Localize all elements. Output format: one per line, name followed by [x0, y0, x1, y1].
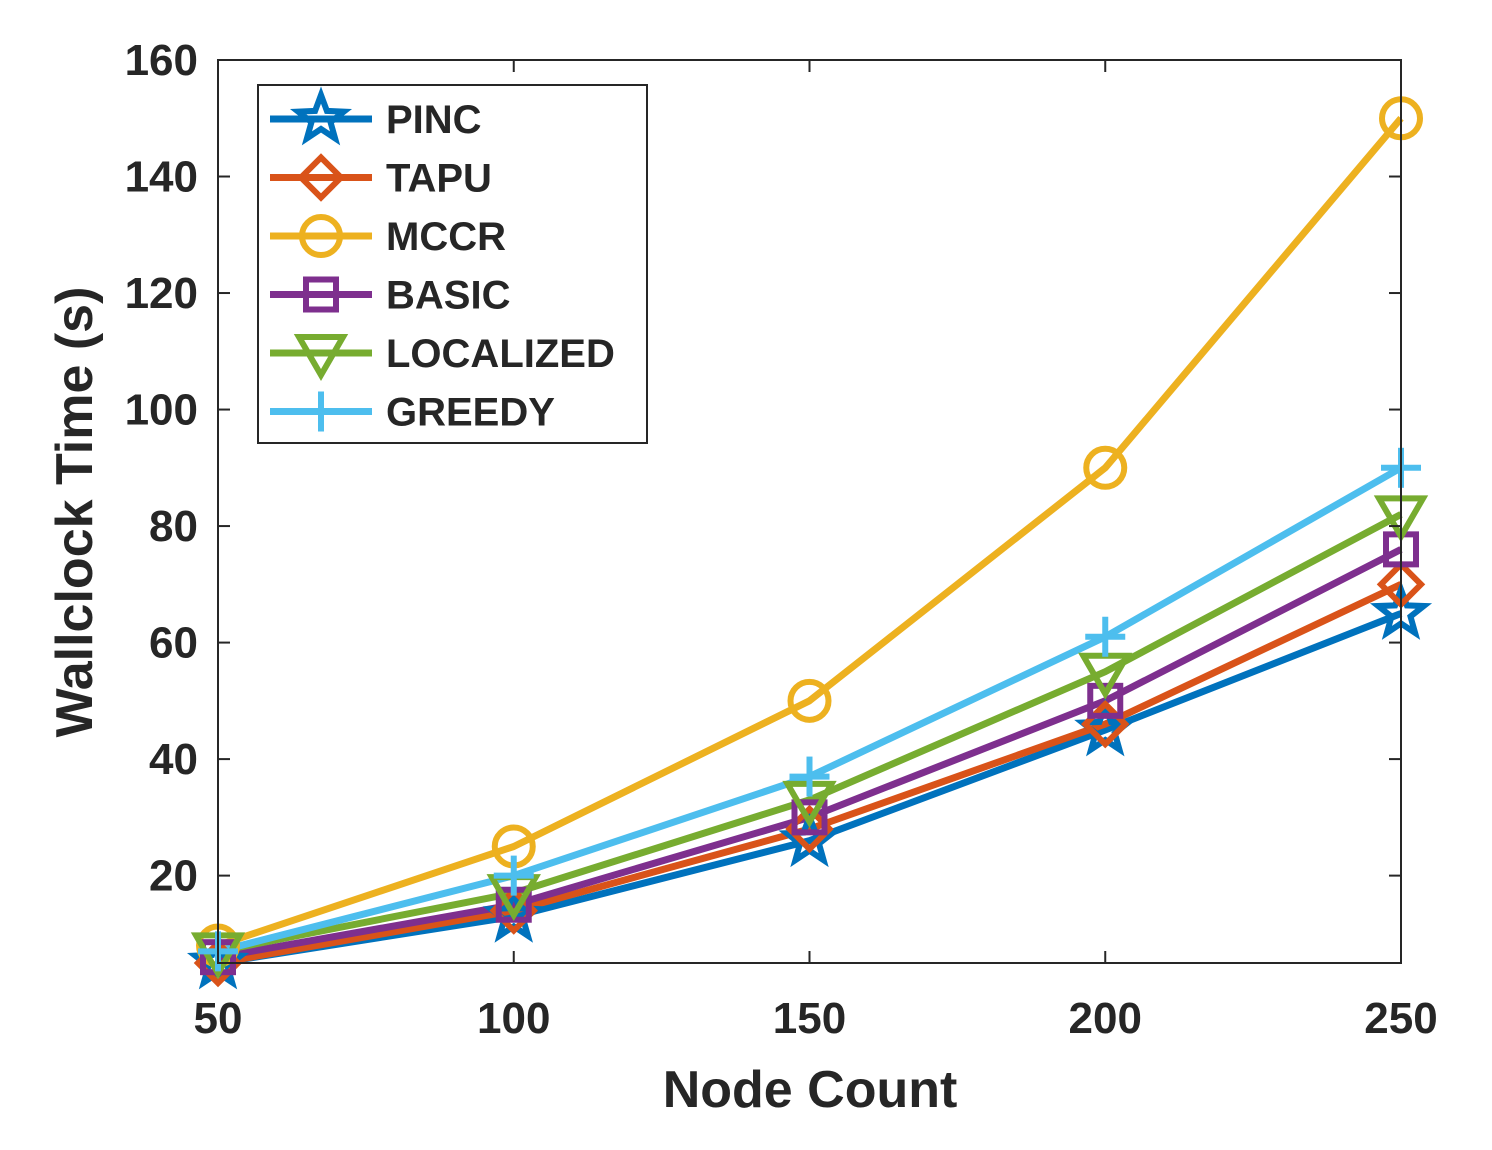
data-point-mccr [1083, 445, 1128, 490]
y-tick-label: 140 [125, 153, 198, 202]
legend: PINC TAPU MCCR BASIC LOCALIZED GREEDY [257, 84, 648, 444]
legend-item-localized: LOCALIZED [270, 332, 615, 381]
y-tick-label: 60 [149, 619, 198, 668]
data-point-basic [1087, 682, 1124, 719]
legend-box [257, 84, 648, 444]
series-line-tapu [217, 581, 1403, 967]
legend-label-mccr: MCCR [386, 215, 506, 259]
data-point-greedy [1085, 616, 1126, 657]
x-axis-title: Node Count [663, 1061, 958, 1119]
legend-marker-basic [303, 276, 339, 313]
legend-marker-greedy [301, 391, 341, 432]
legend-marker-mccr [299, 214, 343, 258]
legend-item-basic: BASIC [270, 274, 510, 318]
legend-item-greedy: GREEDY [270, 391, 555, 435]
x-tick-label: 50 [194, 994, 243, 1043]
y-tick-label: 100 [125, 386, 198, 435]
axis-ticks [217, 59, 1402, 963]
data-point-basic [791, 799, 828, 836]
legend-label-pinc: PINC [386, 98, 482, 142]
y-tick-label: 20 [149, 852, 198, 901]
legend-label-tapu: TAPU [386, 157, 492, 201]
legend-item-pinc: PINC [270, 86, 482, 146]
legend-item-mccr: MCCR [270, 214, 506, 259]
legend-label-greedy: GREEDY [386, 391, 555, 435]
series-line-mccr [216, 116, 1404, 949]
x-tick-label: 200 [1069, 994, 1142, 1043]
data-point-greedy [789, 756, 830, 797]
y-axis-title: Wallclock Time (s) [46, 287, 104, 738]
x-tick-label: 150 [773, 994, 846, 1043]
y-tick-label: 40 [149, 735, 198, 784]
legend-marker-tapu [296, 153, 346, 202]
data-point-greedy [493, 855, 534, 896]
y-tick-labels: 20 40 60 80 100 120 140 160 [125, 36, 198, 901]
y-tick-label: 160 [125, 36, 198, 85]
y-tick-label: 80 [149, 502, 198, 551]
x-tick-label: 100 [477, 994, 550, 1043]
legend-marker-pinc [289, 86, 353, 146]
data-point-mccr [787, 678, 832, 723]
legend-marker-localized [293, 334, 349, 381]
legend-label-localized: LOCALIZED [386, 332, 615, 376]
series-line-pinc [217, 610, 1403, 967]
x-tick-labels: 50 100 150 200 250 [194, 994, 1438, 1043]
y-tick-label: 120 [125, 269, 198, 318]
legend-item-tapu: TAPU [270, 153, 492, 202]
legend-label-basic: BASIC [386, 274, 510, 318]
x-tick-label: 250 [1364, 994, 1437, 1043]
